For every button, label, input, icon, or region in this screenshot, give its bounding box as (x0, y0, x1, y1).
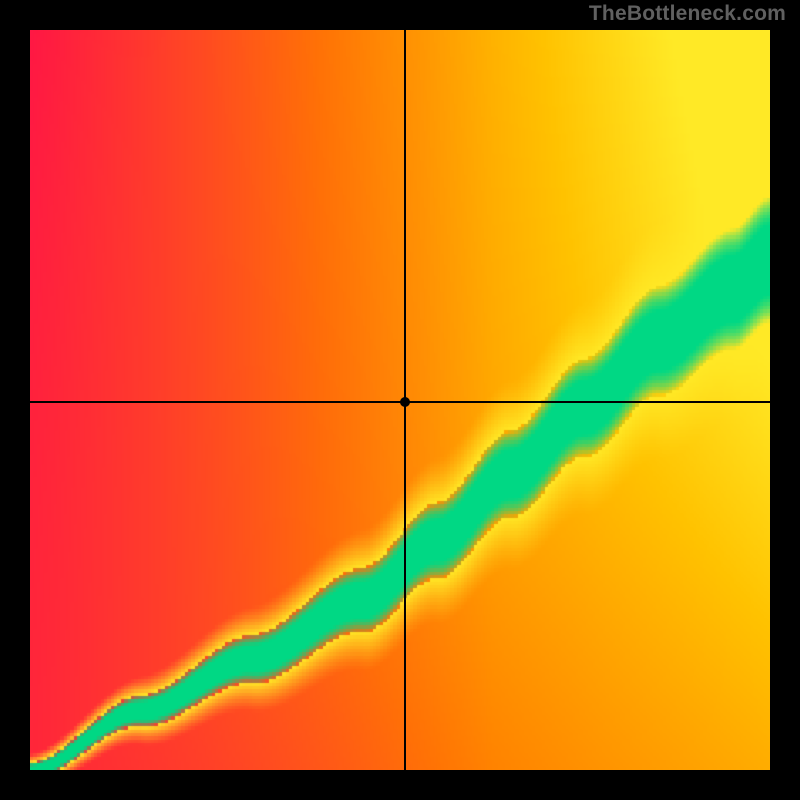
frame-right (770, 0, 800, 800)
frame-bottom (0, 770, 800, 800)
frame-left (0, 0, 30, 800)
bottleneck-heatmap (30, 30, 770, 770)
watermark-text: TheBottleneck.com (589, 2, 786, 26)
